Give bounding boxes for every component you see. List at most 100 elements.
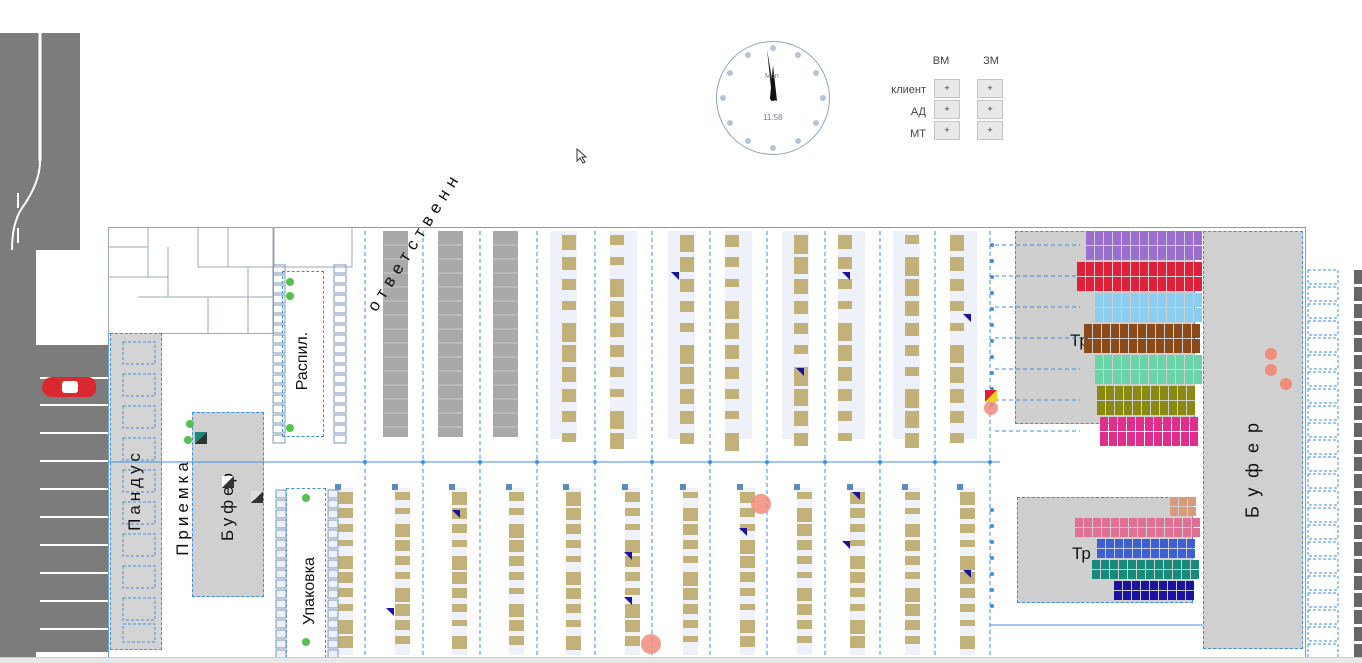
pallet-cell bbox=[1115, 549, 1123, 558]
pallet-cell bbox=[1102, 528, 1110, 537]
rack-cell bbox=[509, 524, 524, 538]
dock-gate bbox=[1354, 508, 1362, 522]
rack-cell bbox=[509, 588, 524, 594]
forklift-icon[interactable] bbox=[641, 634, 661, 654]
pallet-cell bbox=[1187, 401, 1195, 415]
shelf-slot bbox=[275, 619, 287, 629]
rack-cell bbox=[797, 556, 812, 564]
rack-cell bbox=[905, 389, 919, 408]
rack-cell bbox=[395, 572, 410, 579]
ad-vm-button[interactable]: + bbox=[934, 100, 960, 119]
pallet-cell bbox=[1141, 591, 1149, 600]
mt-zm-button[interactable]: + bbox=[977, 121, 1003, 140]
pallet-cell bbox=[1120, 324, 1128, 338]
rack-cell bbox=[740, 620, 755, 633]
pallet-cell bbox=[1140, 246, 1148, 260]
rack-cell bbox=[960, 492, 975, 505]
pallet-cell bbox=[1158, 355, 1166, 369]
forklift-icon[interactable] bbox=[984, 401, 998, 415]
worker-icon[interactable] bbox=[286, 278, 294, 286]
pallet-cell bbox=[1174, 324, 1182, 338]
rack-cell bbox=[625, 604, 640, 618]
pallet-cell bbox=[1194, 370, 1202, 384]
worker-icon[interactable] bbox=[302, 494, 310, 502]
shelf-slot bbox=[333, 434, 347, 444]
route-node bbox=[990, 259, 994, 263]
rack-cell bbox=[950, 301, 964, 311]
worker-icon[interactable] bbox=[186, 420, 194, 428]
pallet-cell bbox=[1156, 339, 1164, 353]
shelf-slot bbox=[333, 314, 347, 324]
pallet-cell bbox=[1100, 417, 1108, 431]
rack-end bbox=[737, 484, 743, 490]
rack-cell bbox=[610, 367, 624, 377]
pallet-cell bbox=[1086, 231, 1094, 245]
rack-cell bbox=[725, 257, 739, 267]
pallet-cell bbox=[1115, 386, 1123, 400]
pallet-cell bbox=[1131, 308, 1139, 322]
rack-cell bbox=[562, 367, 576, 382]
client-vm-button[interactable]: + bbox=[934, 79, 960, 98]
rack-cell bbox=[509, 620, 524, 631]
pallet-cell bbox=[1122, 355, 1130, 369]
forklift-icon[interactable] bbox=[751, 494, 771, 514]
mt-vm-button[interactable]: + bbox=[934, 121, 960, 140]
pallet-cell bbox=[1167, 293, 1175, 307]
rack-cell bbox=[625, 588, 640, 595]
pallet-cell bbox=[1132, 581, 1140, 590]
client-zm-button[interactable]: + bbox=[977, 79, 1003, 98]
worker-icon[interactable] bbox=[286, 424, 294, 432]
pallet-cell bbox=[1173, 560, 1181, 569]
rack-cell bbox=[625, 492, 640, 502]
dock-gate bbox=[1354, 389, 1362, 403]
pallet-cell bbox=[1167, 277, 1175, 291]
pallet-cell bbox=[1129, 339, 1137, 353]
pallet-icon bbox=[222, 476, 234, 488]
rack-cell bbox=[610, 433, 624, 449]
pallet-cell bbox=[1183, 339, 1191, 353]
route-node bbox=[990, 323, 994, 327]
rack-cell bbox=[725, 235, 739, 247]
pallet-cell bbox=[1142, 539, 1150, 548]
rack-cell bbox=[950, 389, 964, 403]
forklift-icon[interactable] bbox=[1265, 364, 1277, 376]
rack-end bbox=[335, 484, 341, 490]
pallet-cell bbox=[1095, 308, 1103, 322]
pallet-cell bbox=[1124, 539, 1132, 548]
rack-cell bbox=[905, 301, 919, 316]
pallet-cell bbox=[1097, 386, 1105, 400]
forklift-icon[interactable] bbox=[1265, 348, 1277, 360]
ad-zm-button[interactable]: + bbox=[977, 100, 1003, 119]
rack-cell bbox=[905, 556, 920, 565]
dock-slot bbox=[1307, 269, 1339, 285]
worker-icon[interactable] bbox=[184, 436, 192, 444]
rack-cell bbox=[725, 345, 739, 359]
dock-slot bbox=[1307, 303, 1339, 319]
rack-cell bbox=[740, 588, 755, 596]
pallet-cell bbox=[1122, 277, 1130, 291]
route-node bbox=[535, 460, 539, 464]
rack-cell bbox=[625, 620, 640, 632]
pallet-cell bbox=[1163, 417, 1171, 431]
pallet-cell bbox=[1192, 324, 1200, 338]
rack-cell bbox=[905, 323, 919, 336]
pallet-cell bbox=[1167, 355, 1175, 369]
pallet-cell bbox=[1154, 432, 1162, 446]
forklift-icon[interactable] bbox=[1280, 378, 1292, 390]
rack-cell bbox=[683, 604, 698, 614]
picker-icon bbox=[452, 510, 460, 518]
pallet-cell bbox=[1160, 549, 1168, 558]
rack-cell bbox=[950, 323, 964, 331]
dock-slot bbox=[1307, 354, 1339, 370]
route-node bbox=[990, 243, 994, 247]
pallet-cell bbox=[1133, 386, 1141, 400]
worker-icon[interactable] bbox=[286, 292, 294, 300]
rack-cell bbox=[950, 279, 964, 291]
shelf-slot bbox=[333, 374, 347, 384]
shelf-slot bbox=[275, 629, 287, 639]
rack-cell bbox=[905, 433, 919, 448]
worker-icon[interactable] bbox=[302, 638, 310, 646]
pallet-icon bbox=[251, 491, 263, 503]
rack-cell bbox=[610, 279, 624, 297]
